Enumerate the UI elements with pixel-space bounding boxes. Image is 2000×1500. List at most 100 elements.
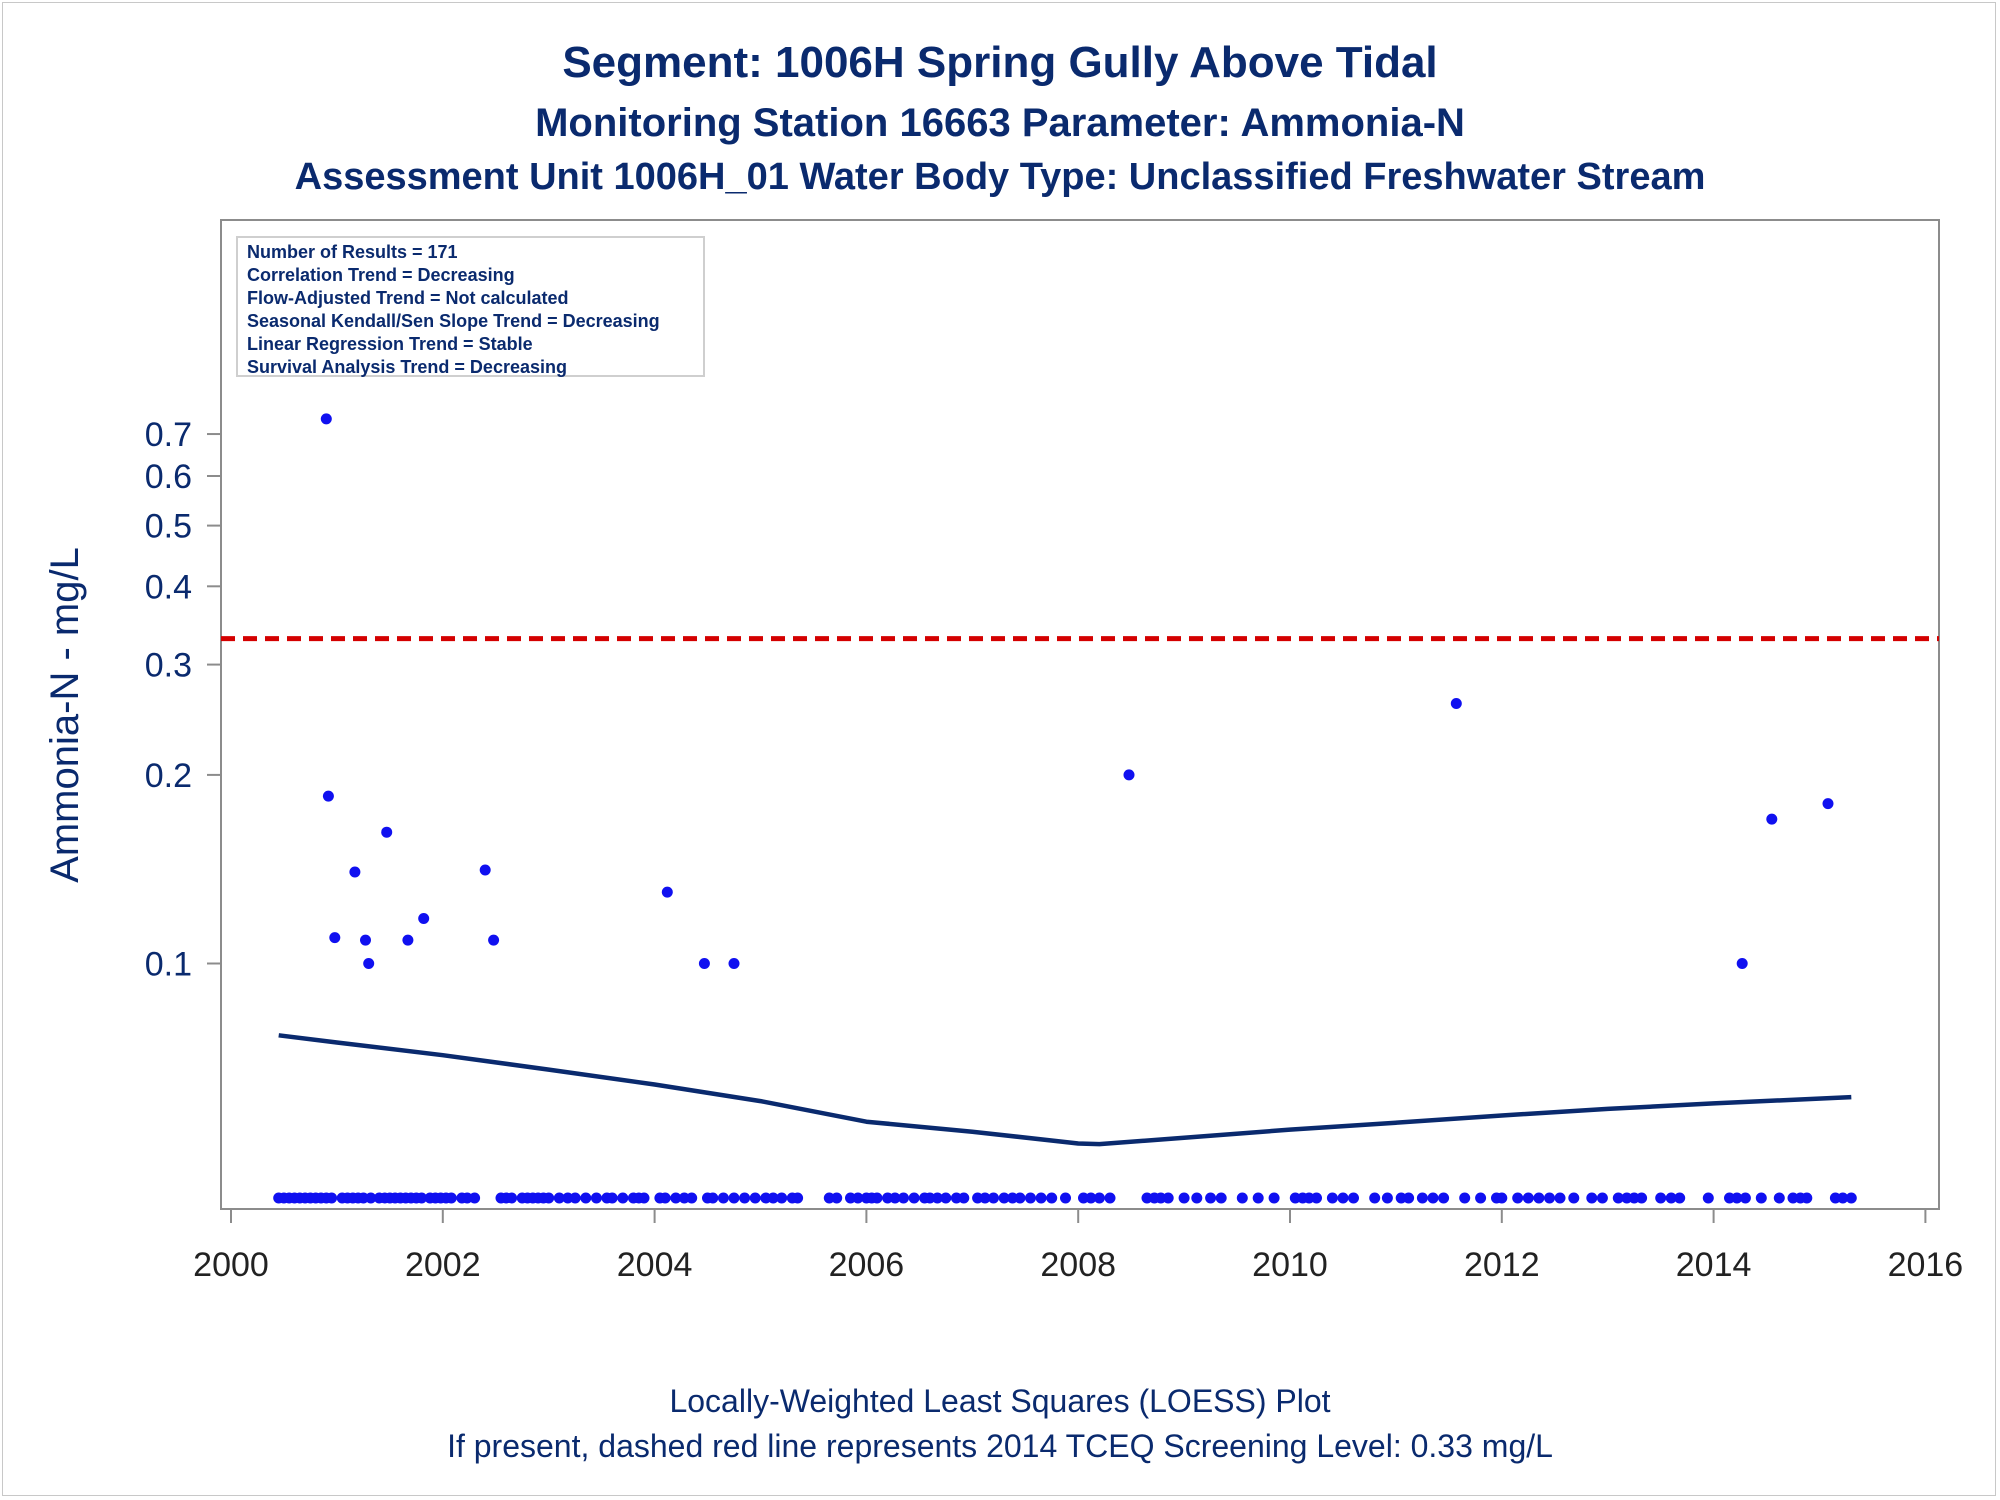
censored-data-point bbox=[852, 1192, 864, 1204]
censored-data-point bbox=[931, 1192, 943, 1204]
censored-data-point bbox=[1636, 1192, 1648, 1204]
censored-data-point bbox=[469, 1192, 481, 1204]
censored-data-point bbox=[590, 1192, 602, 1204]
censored-data-point bbox=[1544, 1192, 1555, 1204]
censored-data-point bbox=[1475, 1192, 1487, 1204]
y-tick-label: 0.2 bbox=[145, 757, 192, 795]
data-point bbox=[479, 864, 491, 876]
y-axis: 0.1 0.2 0.3 0.4 0.5 0.6 0.7 bbox=[145, 416, 221, 984]
censored-data-point bbox=[958, 1192, 970, 1204]
legend-flow-adjusted-trend: Flow-Adjusted Trend = Not calculated bbox=[247, 288, 569, 308]
censored-data-point bbox=[1674, 1192, 1686, 1204]
censored-data-point bbox=[553, 1192, 565, 1204]
censored-data-point bbox=[988, 1192, 999, 1204]
censored-data-point bbox=[1568, 1192, 1580, 1204]
legend-correlation-trend: Correlation Trend = Decreasing bbox=[247, 265, 515, 285]
legend-survival-analysis-trend: Survival Analysis Trend = Decreasing bbox=[247, 357, 567, 377]
y-tick-label: 0.3 bbox=[145, 647, 192, 685]
data-point bbox=[488, 934, 500, 946]
legend-number-of-results: Number of Results = 171 bbox=[247, 242, 458, 262]
censored-data-point bbox=[1801, 1192, 1813, 1204]
x-tick-label: 2000 bbox=[193, 1246, 269, 1284]
data-point bbox=[1822, 798, 1834, 810]
chart-subtitle-station: Monitoring Station 16663 Parameter: Ammo… bbox=[535, 101, 1465, 145]
censored-data-point bbox=[908, 1192, 920, 1204]
censored-data-point bbox=[445, 1192, 457, 1204]
data-point bbox=[1736, 958, 1748, 969]
censored-data-point bbox=[1215, 1192, 1227, 1204]
censored-data-point bbox=[606, 1192, 618, 1204]
censored-data-point bbox=[1191, 1192, 1203, 1204]
censored-data-point bbox=[506, 1192, 518, 1204]
chart-subtitle-assessment: Assessment Unit 1006H_01 Water Body Type… bbox=[294, 156, 1706, 198]
censored-data-point bbox=[617, 1192, 629, 1204]
censored-data-point bbox=[979, 1192, 991, 1204]
trend-summary-box: Number of Results = 171 Correlation Tren… bbox=[236, 236, 705, 377]
censored-data-point bbox=[739, 1192, 751, 1204]
censored-data-point bbox=[1596, 1192, 1608, 1204]
data-point bbox=[418, 913, 430, 924]
y-tick-label: 0.1 bbox=[145, 946, 192, 984]
x-tick-label: 2012 bbox=[1464, 1246, 1540, 1284]
censored-data-point bbox=[889, 1192, 901, 1204]
data-point bbox=[381, 826, 393, 838]
censored-data-point bbox=[998, 1192, 1010, 1204]
legend-linear-regression-trend: Linear Regression Trend = Stable bbox=[247, 334, 533, 354]
data-point bbox=[322, 790, 334, 802]
censored-data-point bbox=[416, 1192, 428, 1204]
censored-data-point bbox=[1252, 1192, 1264, 1204]
censored-data-point bbox=[1337, 1192, 1349, 1204]
censored-data-point bbox=[871, 1192, 883, 1204]
censored-data-point bbox=[1837, 1192, 1849, 1204]
censored-data-point bbox=[1773, 1192, 1785, 1204]
loess-line bbox=[278, 1033, 1852, 1147]
censored-data-point bbox=[1205, 1192, 1217, 1204]
x-tick-label: 2016 bbox=[1888, 1246, 1964, 1284]
censored-data-point bbox=[1236, 1192, 1248, 1204]
censored-data-point bbox=[1025, 1192, 1036, 1204]
censored-data-point bbox=[717, 1192, 729, 1204]
censored-data-point bbox=[1348, 1192, 1359, 1204]
censored-data-point bbox=[776, 1192, 788, 1204]
x-tick-label: 2008 bbox=[1040, 1246, 1116, 1284]
censored-data-point bbox=[1512, 1192, 1524, 1204]
data-point bbox=[728, 958, 740, 969]
data-point bbox=[320, 413, 332, 425]
censored-data-point bbox=[1046, 1192, 1058, 1204]
loess-group bbox=[278, 1033, 1852, 1147]
censored-data-point bbox=[670, 1192, 682, 1204]
censored-data-point bbox=[1459, 1192, 1471, 1204]
x-tick-label: 2002 bbox=[405, 1246, 481, 1284]
censored-data-point bbox=[1427, 1192, 1439, 1204]
data-point bbox=[360, 934, 371, 946]
censored-data-point bbox=[569, 1192, 581, 1204]
x-axis: 2000 2002 2004 2006 2008 2010 2012 2014 2016 bbox=[193, 1209, 1963, 1284]
censored-data-point bbox=[1014, 1192, 1026, 1204]
censored-data-point bbox=[1416, 1192, 1428, 1204]
censored-data-point bbox=[1162, 1192, 1174, 1204]
censored-data-point bbox=[1403, 1192, 1415, 1204]
data-point bbox=[329, 932, 341, 944]
censored-data-point bbox=[749, 1192, 761, 1204]
censored-data-point bbox=[1739, 1192, 1751, 1204]
y-tick-label: 0.7 bbox=[145, 416, 192, 454]
censored-data-point bbox=[898, 1192, 909, 1204]
y-axis-title: Ammonia-N - mg/L bbox=[43, 547, 87, 883]
legend-seasonal-kendall-trend: Seasonal Kendall/Sen Slope Trend = Decre… bbox=[247, 311, 660, 331]
censored-data-point bbox=[365, 1192, 377, 1204]
censored-data-point bbox=[1612, 1192, 1624, 1204]
points-group bbox=[273, 413, 1857, 1204]
censored-data-point bbox=[707, 1192, 719, 1204]
footer-loess-note: Locally-Weighted Least Squares (LOESS) P… bbox=[669, 1383, 1331, 1419]
censored-data-point bbox=[1035, 1192, 1047, 1204]
censored-data-point bbox=[1311, 1192, 1322, 1204]
data-point bbox=[363, 958, 375, 969]
censored-data-point bbox=[1438, 1192, 1450, 1204]
censored-data-point bbox=[1060, 1192, 1071, 1204]
censored-data-point bbox=[1178, 1192, 1190, 1204]
x-tick-label: 2014 bbox=[1676, 1246, 1752, 1284]
censored-data-point bbox=[1496, 1192, 1508, 1204]
y-tick-label: 0.6 bbox=[145, 458, 192, 496]
chart-title: Segment: 1006H Spring Gully Above Tidal bbox=[562, 38, 1438, 87]
